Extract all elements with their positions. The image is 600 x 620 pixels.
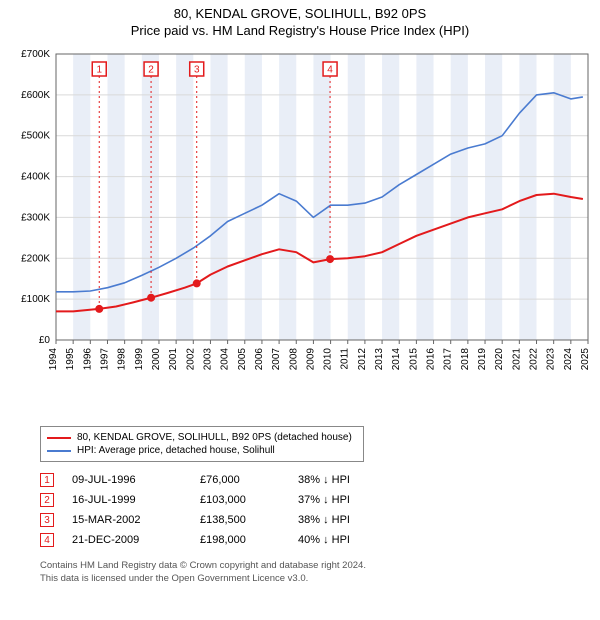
y-tick-label: £700K <box>21 49 50 60</box>
sale-row-marker: 2 <box>40 493 54 507</box>
chart-area: £0 £100K £200K £300K £400K £500K £600K £700K 199… <box>0 40 600 420</box>
x-tick-label: 2003 <box>202 348 213 371</box>
sale-marker-dot <box>326 255 334 263</box>
chart-title: 80, KENDAL GROVE, SOLIHULL, B92 0PS <box>0 6 600 21</box>
sale-marker-number: 3 <box>194 65 200 76</box>
sale-row: 1 09-JUL-1996 £76,000 38% ↓ HPI <box>40 470 588 490</box>
year-band <box>451 54 468 340</box>
footer-line-2: This data is licensed under the Open Gov… <box>40 573 588 586</box>
footer: Contains HM Land Registry data © Crown c… <box>40 560 588 586</box>
x-tick-label: 2001 <box>168 348 179 371</box>
y-tick-label: £200K <box>21 253 50 264</box>
x-tick-label: 2022 <box>529 348 540 371</box>
legend-swatch <box>47 450 71 452</box>
legend: 80, KENDAL GROVE, SOLIHULL, B92 0PS (det… <box>40 426 364 462</box>
year-band <box>382 54 399 340</box>
sale-row-date: 21-DEC-2009 <box>72 534 182 546</box>
chart-titles: 80, KENDAL GROVE, SOLIHULL, B92 0PS Pric… <box>0 0 600 40</box>
year-band <box>348 54 365 340</box>
year-band <box>485 54 502 340</box>
sale-row-price: £103,000 <box>200 494 280 506</box>
x-tick-label: 2011 <box>340 348 351 370</box>
x-tick-label: 2002 <box>185 348 196 371</box>
sale-row-price: £138,500 <box>200 514 280 526</box>
y-tick-label: £100K <box>21 294 50 305</box>
x-tick-label: 1995 <box>65 348 76 371</box>
year-band <box>73 54 90 340</box>
sale-marker-number: 2 <box>148 65 154 76</box>
year-band <box>245 54 262 340</box>
year-band <box>313 54 330 340</box>
x-tick-label: 2008 <box>288 348 299 371</box>
sale-marker-dot <box>95 305 103 313</box>
x-tick-label: 2012 <box>357 348 368 371</box>
sale-marker-dot <box>147 294 155 302</box>
legend-swatch <box>47 437 71 439</box>
legend-label: HPI: Average price, detached house, Soli… <box>77 445 275 456</box>
x-tick-label: 1998 <box>117 348 128 371</box>
sales-table: 1 09-JUL-1996 £76,000 38% ↓ HPI 2 16-JUL-1999… <box>40 470 588 550</box>
sale-row-marker: 4 <box>40 533 54 547</box>
x-tick-label: 2019 <box>477 348 488 371</box>
y-tick-label: £500K <box>21 131 50 142</box>
y-tick-label: £300K <box>21 212 50 223</box>
sale-row-price: £76,000 <box>200 474 280 486</box>
x-tick-label: 2000 <box>151 348 162 371</box>
sale-row-date: 16-JUL-1999 <box>72 494 182 506</box>
sale-row-price: £198,000 <box>200 534 280 546</box>
x-tick-label: 2013 <box>374 348 385 371</box>
sale-row-date: 15-MAR-2002 <box>72 514 182 526</box>
x-tick-label: 2005 <box>237 348 248 371</box>
x-tick-label: 1994 <box>48 348 59 371</box>
year-band <box>416 54 433 340</box>
x-tick-label: 2015 <box>408 348 419 371</box>
year-band <box>107 54 124 340</box>
x-tick-label: 1997 <box>99 348 110 371</box>
x-tick-label: 2025 <box>580 348 591 371</box>
x-tick-label: 2021 <box>511 348 522 371</box>
x-tick-label: 2004 <box>220 348 231 371</box>
x-tick-label: 2010 <box>323 348 334 371</box>
sale-marker-dot <box>193 279 201 287</box>
y-tick-label: £0 <box>39 335 51 346</box>
legend-row: 80, KENDAL GROVE, SOLIHULL, B92 0PS (det… <box>47 431 357 444</box>
x-tick-label: 2017 <box>443 348 454 371</box>
legend-row: HPI: Average price, detached house, Soli… <box>47 444 357 457</box>
sale-row: 2 16-JUL-1999 £103,000 37% ↓ HPI <box>40 490 588 510</box>
y-tick-label: £600K <box>21 90 50 101</box>
sale-marker-number: 1 <box>96 65 102 76</box>
x-tick-label: 2007 <box>271 348 282 371</box>
sale-row: 3 15-MAR-2002 £138,500 38% ↓ HPI <box>40 510 588 530</box>
chart-svg: £0 £100K £200K £300K £400K £500K £600K £700K 199… <box>0 40 600 420</box>
legend-label: 80, KENDAL GROVE, SOLIHULL, B92 0PS (det… <box>77 432 352 443</box>
x-tick-label: 2023 <box>546 348 557 371</box>
chart-subtitle: Price paid vs. HM Land Registry's House … <box>0 23 600 38</box>
footer-line-1: Contains HM Land Registry data © Crown c… <box>40 560 588 573</box>
x-tick-label: 1999 <box>134 348 145 371</box>
x-tick-label: 2016 <box>426 348 437 371</box>
year-band <box>176 54 193 340</box>
sale-row-marker: 3 <box>40 513 54 527</box>
y-tick-label: £400K <box>21 172 50 183</box>
x-tick-label: 1996 <box>82 348 93 371</box>
sale-row-date: 09-JUL-1996 <box>72 474 182 486</box>
year-band <box>210 54 227 340</box>
sale-row-delta: 38% ↓ HPI <box>298 474 398 486</box>
x-tick-label: 2014 <box>391 348 402 371</box>
sale-row: 4 21-DEC-2009 £198,000 40% ↓ HPI <box>40 530 588 550</box>
sale-row-delta: 37% ↓ HPI <box>298 494 398 506</box>
x-tick-label: 2020 <box>494 348 505 371</box>
sale-row-delta: 40% ↓ HPI <box>298 534 398 546</box>
x-tick-label: 2024 <box>563 348 574 371</box>
sale-row-delta: 38% ↓ HPI <box>298 514 398 526</box>
sale-marker-number: 4 <box>327 65 333 76</box>
x-tick-label: 2006 <box>254 348 265 371</box>
sale-row-marker: 1 <box>40 473 54 487</box>
x-tick-label: 2009 <box>305 348 316 371</box>
x-tick-label: 2018 <box>460 348 471 371</box>
